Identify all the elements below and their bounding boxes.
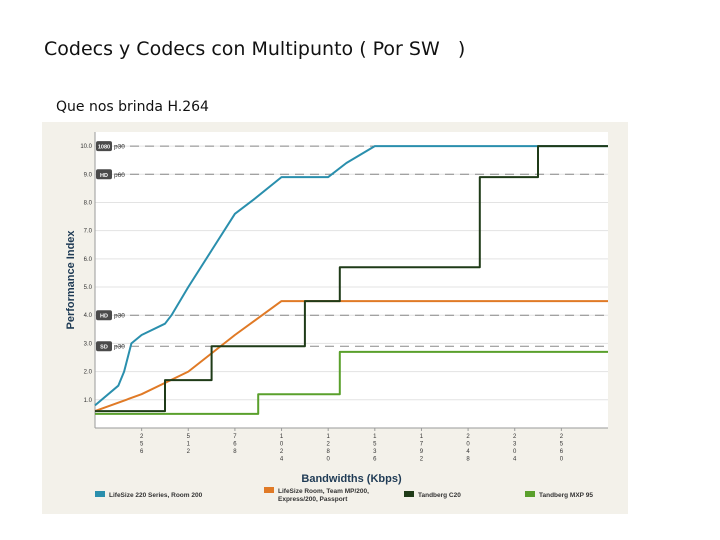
performance-chart: 1.0 2.0 3.0 4.0 5.0 6.0 7.0 8.0 9.0 10.0 2 5 6 5 1 2 7 6 8… xyxy=(65,132,608,503)
reference-label-3: p30 xyxy=(114,313,125,320)
quality-badge-text-3: HD xyxy=(100,314,108,320)
quality-badge-icon-3 xyxy=(96,310,112,321)
y-tick-label-7: 7.0 xyxy=(84,229,93,235)
legend-swatch-3 xyxy=(404,491,414,497)
y-tick-label-5: 5.0 xyxy=(84,285,93,291)
y-tick-label-4: 4.0 xyxy=(84,313,93,319)
legend-swatch-2 xyxy=(264,487,274,493)
y-tick-label-3: 3.0 xyxy=(84,341,93,347)
y-tick-label-6: 6.0 xyxy=(84,257,93,263)
quality-badge-text-1: 1080 xyxy=(98,145,110,151)
series-line-4 xyxy=(95,350,608,415)
legend-label-3: Tandberg C20 xyxy=(418,492,461,499)
legend-label-2: LifeSize Room, Team MP/200, Express/200, … xyxy=(278,488,369,503)
chart-panel: 1.0 2.0 3.0 4.0 5.0 6.0 7.0 8.0 9.0 10.0 2 5 6 5 1 2 7 6 8… xyxy=(42,122,628,514)
legend-swatch-4 xyxy=(525,491,535,497)
legend-label-1: LifeSize 220 Series, Room 200 xyxy=(109,492,203,499)
quality-badge-text-4: SD xyxy=(100,345,108,351)
y-tick-label-1: 1.0 xyxy=(84,398,93,404)
y-tick-label-8: 8.0 xyxy=(84,200,93,206)
y-tick-label-10: 10.0 xyxy=(80,144,92,150)
slide-subtitle: Que nos brinda H.264 xyxy=(56,99,209,115)
quality-badge-icon-1 xyxy=(96,141,112,152)
quality-badge-icon-4 xyxy=(96,341,112,352)
legend-swatch-1 xyxy=(95,491,105,497)
x-axis-label: Bandwidths (Kbps) xyxy=(301,473,402,485)
slide-title: Codecs y Codecs con Multipunto ( Por SW … xyxy=(44,38,466,60)
reference-label-4: p30 xyxy=(114,344,125,351)
reference-label-1: p30 xyxy=(114,144,125,151)
quality-badge-text-2: HD xyxy=(100,173,108,179)
quality-badge-icon-2 xyxy=(96,169,112,180)
series-line-2 xyxy=(94,300,608,413)
y-tick-label-9: 9.0 xyxy=(84,172,93,178)
series-line-1 xyxy=(94,145,608,407)
series-line-3 xyxy=(95,145,608,413)
reference-label-2: p60 xyxy=(114,172,125,179)
y-axis-label: Performance Index xyxy=(65,230,77,330)
plot-background xyxy=(95,132,608,428)
y-tick-label-2: 2.0 xyxy=(84,370,93,376)
legend-label-4: Tandberg MXP 95 xyxy=(539,492,593,499)
